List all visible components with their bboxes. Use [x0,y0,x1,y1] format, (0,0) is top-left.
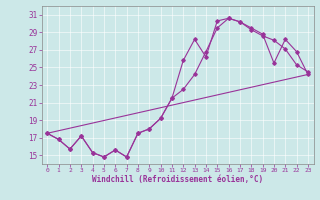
X-axis label: Windchill (Refroidissement éolien,°C): Windchill (Refroidissement éolien,°C) [92,175,263,184]
